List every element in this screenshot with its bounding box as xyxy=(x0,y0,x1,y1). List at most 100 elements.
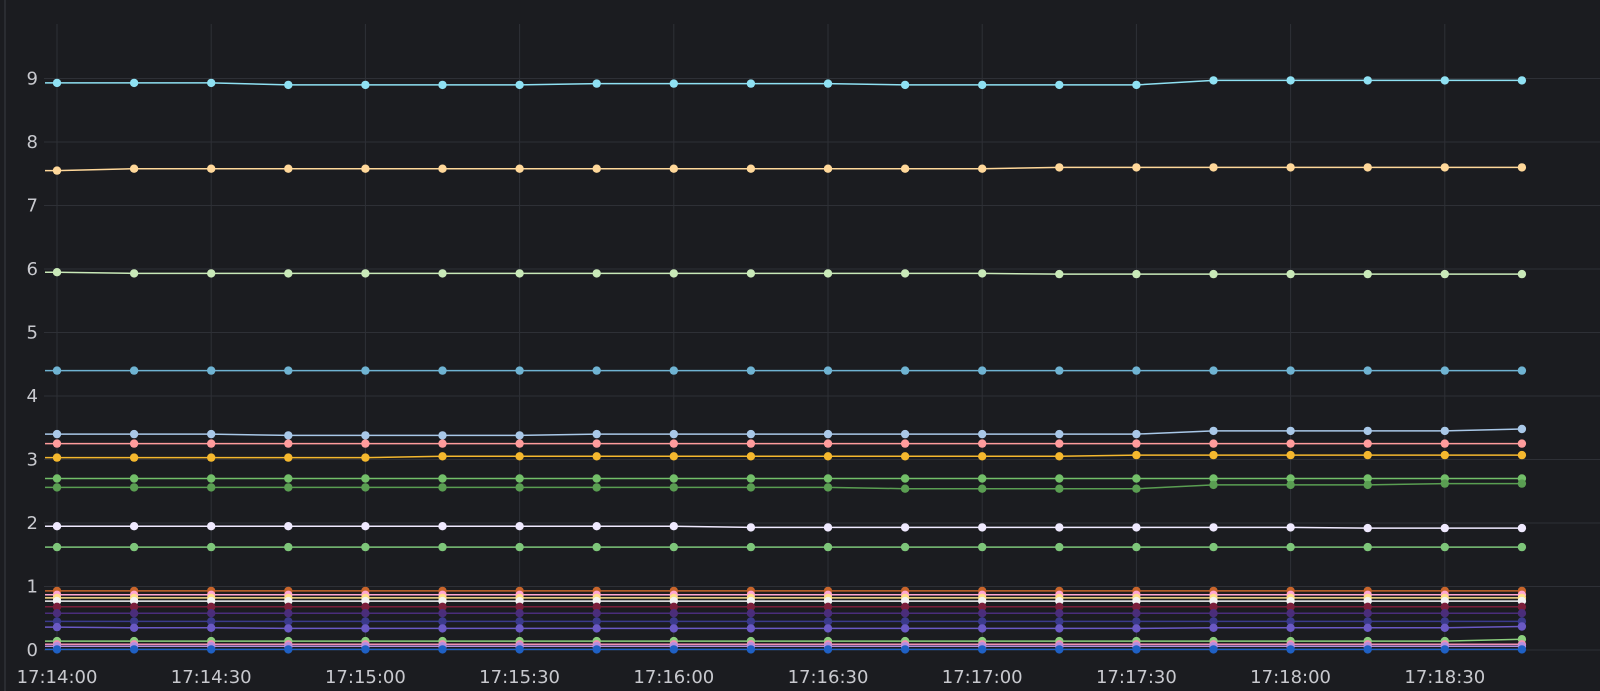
y-axis-ticks: 0 1 2 3 4 5 6 7 8 9 xyxy=(27,69,38,662)
data-point xyxy=(1363,523,1372,533)
data-point xyxy=(438,542,447,552)
data-point xyxy=(669,624,678,633)
data-point xyxy=(129,429,139,439)
data-point xyxy=(207,429,216,439)
data-point xyxy=(823,366,833,375)
data-point xyxy=(1055,269,1064,279)
data-point xyxy=(1055,617,1064,626)
data-point xyxy=(1517,622,1527,631)
data-point xyxy=(592,522,601,531)
data-point xyxy=(978,80,987,90)
y-tick-label: 9 xyxy=(27,69,38,90)
data-point xyxy=(515,624,524,633)
data-point xyxy=(361,269,370,278)
data-point xyxy=(1363,450,1372,460)
data-point xyxy=(207,623,216,632)
data-point xyxy=(129,483,139,492)
series-s23 xyxy=(45,645,1527,654)
series-s1 xyxy=(45,76,1527,90)
data-point xyxy=(823,439,833,448)
data-point xyxy=(284,453,293,462)
data-point xyxy=(669,366,678,375)
data-point xyxy=(438,602,447,611)
data-point xyxy=(129,522,139,531)
data-point xyxy=(1517,366,1527,375)
data-point xyxy=(52,542,62,552)
data-point xyxy=(361,80,370,90)
data-point xyxy=(1132,450,1141,460)
x-axis-ticks: 17:14:00 17:14:30 17:15:00 17:15:30 17:16:00… xyxy=(17,667,1486,688)
data-point xyxy=(900,474,910,483)
data-point xyxy=(900,366,910,375)
data-point xyxy=(1363,645,1372,654)
data-point xyxy=(1363,609,1372,618)
data-point xyxy=(746,164,756,173)
data-point xyxy=(207,269,216,278)
data-point xyxy=(129,78,139,88)
data-point xyxy=(129,366,139,375)
data-point xyxy=(1440,426,1450,436)
x-tick-label: 17:14:00 xyxy=(17,667,98,688)
data-point xyxy=(1286,450,1295,460)
data-point xyxy=(284,609,293,618)
data-point xyxy=(1363,623,1372,632)
data-point xyxy=(1209,163,1218,172)
data-point xyxy=(669,483,678,492)
data-point xyxy=(361,602,370,611)
data-point xyxy=(361,483,370,492)
data-point xyxy=(1286,523,1295,532)
data-point xyxy=(361,164,370,173)
y-tick-label: 0 xyxy=(27,640,38,661)
data-point xyxy=(1440,76,1450,85)
data-point xyxy=(515,609,524,618)
data-point xyxy=(1055,542,1064,552)
data-point xyxy=(746,429,756,439)
data-point xyxy=(284,602,293,611)
data-point xyxy=(515,164,524,173)
data-point xyxy=(1055,429,1064,439)
x-tick-label: 17:16:30 xyxy=(788,667,869,688)
data-point xyxy=(438,617,447,626)
series-s18 xyxy=(45,617,1527,626)
data-point xyxy=(438,609,447,618)
y-tick-label: 7 xyxy=(27,196,38,217)
data-point xyxy=(284,474,293,483)
data-point xyxy=(1363,480,1372,490)
data-point xyxy=(900,542,910,552)
data-point xyxy=(592,483,601,492)
data-point xyxy=(592,617,601,626)
y-tick-label: 3 xyxy=(27,450,38,471)
data-point xyxy=(746,483,756,492)
data-point xyxy=(746,523,756,532)
data-point xyxy=(1132,617,1141,626)
data-point xyxy=(823,617,833,626)
data-point xyxy=(746,366,756,375)
data-point xyxy=(1132,439,1141,448)
data-point xyxy=(1209,623,1218,632)
data-point xyxy=(207,453,216,462)
data-point xyxy=(284,617,293,626)
y-tick-label: 8 xyxy=(27,132,38,153)
data-point xyxy=(746,542,756,552)
y-tick-label: 5 xyxy=(27,323,38,344)
data-point xyxy=(669,474,678,483)
data-point xyxy=(1440,450,1450,460)
data-point xyxy=(284,483,293,492)
data-point xyxy=(52,522,62,531)
data-point xyxy=(1132,484,1141,493)
data-point xyxy=(1132,624,1141,633)
data-point xyxy=(1517,609,1527,618)
data-point xyxy=(746,609,756,618)
data-point xyxy=(1363,439,1372,448)
data-point xyxy=(1132,366,1141,375)
data-point xyxy=(52,439,62,448)
data-point xyxy=(1055,484,1064,493)
data-point xyxy=(515,80,524,90)
data-point xyxy=(669,645,678,654)
data-point xyxy=(361,439,370,448)
data-point xyxy=(361,474,370,483)
data-point xyxy=(438,164,447,173)
data-point xyxy=(746,602,756,611)
series-s9 xyxy=(45,479,1527,493)
data-point xyxy=(1440,163,1450,172)
